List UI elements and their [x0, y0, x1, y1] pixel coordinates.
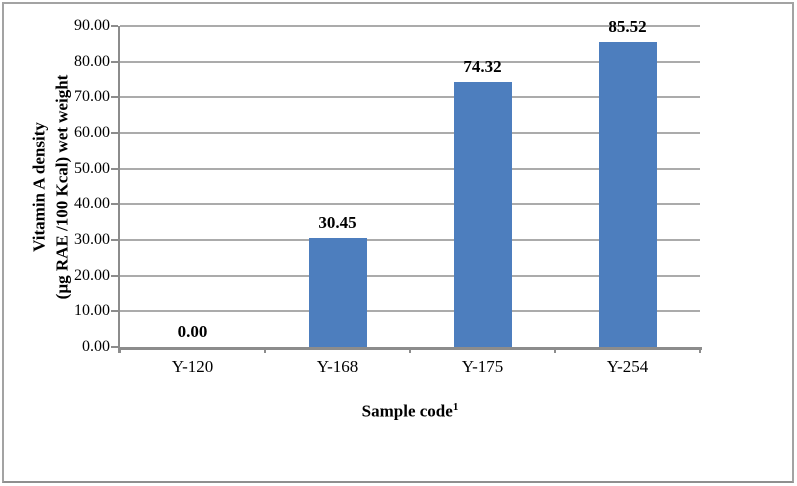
data-label-Y-254: 85.52 [608, 16, 647, 36]
data-label-Y-120: 0.00 [177, 322, 208, 341]
gridline-50 [120, 167, 700, 170]
x-axis-title-superscript: 1 [452, 401, 459, 413]
y-axis-title-text: Vitamin A density (µg RAE /100 Kcal) wet… [27, 74, 73, 299]
gridline-70 [120, 96, 700, 99]
data-label-Y-168: 30.45 [318, 213, 357, 233]
y-tick-90 [111, 25, 118, 27]
y-axis-title-line2: (µg RAE /100 Kcal) wet weight [52, 74, 71, 299]
y-tick-label-10: 10.00 [74, 302, 110, 320]
y-tick-0 [111, 346, 118, 348]
y-tick-label-60: 60.00 [74, 124, 110, 141]
gridline-90 [120, 25, 700, 27]
x-axis-title-text: Sample code [361, 401, 453, 421]
x-tick-0 [119, 347, 121, 353]
y-tick-60 [111, 132, 118, 134]
category-label-Y-120: Y-120 [171, 357, 214, 376]
y-tick-40 [111, 203, 118, 206]
x-axis-title: Sample code1 [120, 401, 700, 422]
x-tick-2 [409, 347, 411, 353]
y-tick-label-70: 70.00 [74, 88, 110, 106]
bar-Y-254 [598, 41, 657, 347]
bar-Y-168 [308, 238, 367, 347]
gridline-10 [120, 310, 700, 313]
y-tick-label-20: 20.00 [74, 266, 110, 284]
gridline-30 [120, 239, 700, 241]
gridline-60 [120, 132, 700, 134]
y-tick-label-50: 50.00 [74, 159, 110, 177]
y-tick-10 [111, 310, 118, 313]
y-tick-label-0: 0.00 [82, 338, 110, 355]
x-tick-3 [554, 347, 556, 353]
y-tick-50 [111, 167, 118, 170]
y-tick-30 [111, 239, 118, 241]
x-tick-1 [264, 347, 266, 353]
y-tick-70 [111, 96, 118, 99]
x-tick-4 [699, 347, 701, 353]
plot-area [111, 25, 702, 353]
y-axis-title: Vitamin A density (µg RAE /100 Kcal) wet… [14, 26, 86, 347]
category-label-Y-168: Y-168 [316, 357, 359, 376]
category-label-Y-254: Y-254 [606, 357, 649, 376]
y-tick-80 [111, 60, 118, 63]
gridline-80 [120, 60, 700, 63]
bar-Y-175 [453, 81, 512, 347]
y-axis [118, 26, 120, 353]
gridline-20 [120, 274, 700, 277]
y-tick-label-40: 40.00 [74, 195, 110, 213]
data-label-Y-175: 74.32 [463, 56, 502, 76]
y-tick-label-80: 80.00 [74, 52, 110, 70]
y-tick-label-90: 90.00 [74, 17, 110, 34]
gridline-40 [120, 203, 700, 206]
y-tick-label-30: 30.00 [74, 231, 110, 248]
y-tick-20 [111, 274, 118, 277]
category-label-Y-175: Y-175 [461, 357, 504, 376]
